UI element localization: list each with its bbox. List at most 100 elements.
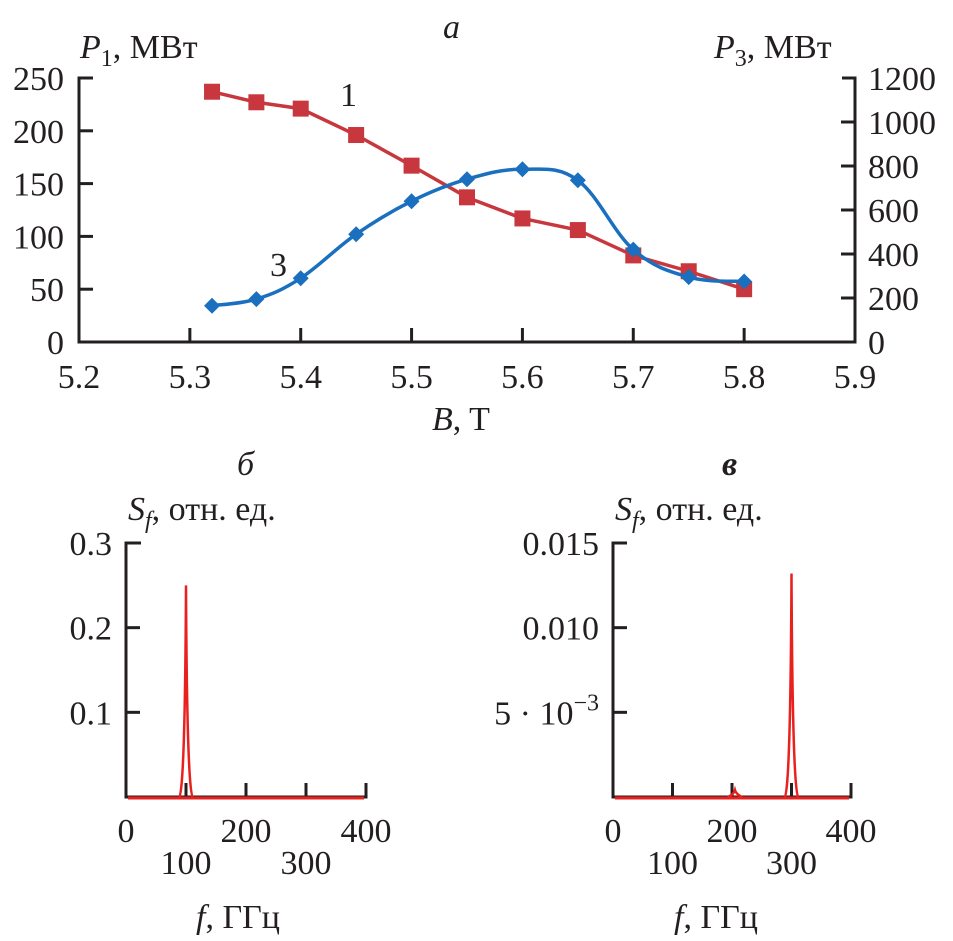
y-axis-right-label-var: P — [713, 29, 735, 66]
y-axis-label-b-sub: f — [145, 508, 155, 534]
panel-label-a: a — [443, 9, 460, 46]
x-tick-label-a: 5.7 — [612, 359, 655, 396]
y-left-tick-label-a: 0 — [47, 325, 64, 362]
series-3 — [204, 161, 753, 314]
y-axis-right-label-sub: 3 — [735, 46, 747, 72]
y-right-tick-label-a: 200 — [868, 281, 919, 318]
y-left-tick-label-a: 250 — [13, 61, 64, 98]
y-axis-label-c-sub: f — [632, 508, 642, 534]
y-right-tick-label-a: 800 — [868, 149, 919, 186]
marker-diamond — [680, 269, 697, 286]
marker-diamond — [204, 297, 221, 314]
y-axis-left-label: P1, МВт — [79, 29, 198, 72]
ticks-b — [126, 626, 368, 797]
x-tick-label-a: 5.9 — [834, 359, 877, 396]
x-tick-label-b: 100 — [161, 845, 212, 882]
y-tick-label-exp: −3 — [573, 690, 599, 716]
marker-diamond — [403, 193, 420, 210]
x-tick-label-b: 400 — [341, 813, 392, 850]
marker-square — [248, 94, 265, 111]
y-left-tick-label-a: 100 — [13, 219, 64, 256]
ticks-a — [79, 120, 855, 342]
y-left-tick-label-a: 150 — [13, 167, 64, 204]
x-tick-label-b: 300 — [281, 845, 332, 882]
x-tick-label-a: 5.8 — [723, 359, 766, 396]
marker-diamond — [625, 241, 642, 258]
y-tick-label-c: 5 · 10−3 — [494, 690, 599, 732]
y-right-tick-label-a: 0 — [868, 325, 885, 362]
marker-diamond — [569, 172, 586, 189]
marker-square — [403, 157, 420, 174]
panel-label-c: в — [722, 446, 737, 483]
y-axis-label-c: Sf, отн. ед. — [615, 491, 763, 534]
y-axis-left-label-unit: , МВт — [113, 29, 198, 66]
spectrum-c — [615, 573, 849, 800]
panel-label-b: б — [237, 446, 256, 483]
y-axis-label-c-unit: , отн. ед. — [639, 491, 763, 528]
y-axis-right-label-unit: , МВт — [747, 29, 832, 66]
spectrum-peak — [783, 573, 800, 799]
series-label-1: 1 — [340, 77, 357, 114]
y-tick-label-base: 5 · 10 — [494, 695, 573, 732]
x-tick-label-c: 200 — [707, 813, 758, 850]
axes-frame-c — [611, 541, 853, 799]
x-tick-label-a: 5.6 — [501, 359, 544, 396]
x-axis-label-b-unit: , ГГц — [205, 899, 280, 936]
x-tick-label-b: 0 — [118, 813, 135, 850]
marker-diamond — [292, 270, 309, 287]
y-axis-label-b-var: S — [128, 491, 145, 528]
y-axis-label-c-var: S — [615, 491, 632, 528]
y-tick-label-b: 0.2 — [70, 611, 113, 648]
x-axis-label-a: B, T — [432, 401, 490, 438]
x-tick-label-c: 0 — [605, 813, 622, 850]
series-b — [128, 585, 364, 800]
marker-diamond — [459, 171, 475, 188]
marker-diamond — [736, 273, 753, 290]
axes-frame-b — [124, 541, 368, 799]
x-tick-label-a: 5.3 — [169, 359, 212, 396]
y-left-tick-label-a: 50 — [30, 272, 64, 309]
marker-square — [459, 189, 475, 206]
series-line-3 — [211, 167, 745, 308]
tick-labels-a: 5.2 5.3 5.4 5.5 5.6 5.7 5.8 5.90501001502002500… — [13, 61, 936, 396]
x-tick-label-a: 5.4 — [279, 359, 322, 396]
spectrum-peak — [177, 585, 195, 799]
y-tick-label-c: 0.010 — [523, 611, 600, 648]
marker-square — [569, 222, 586, 239]
spectrum-b — [128, 585, 364, 800]
y-right-tick-label-a: 600 — [868, 193, 919, 230]
series-line-1 — [211, 90, 745, 291]
y-left-tick-label-a: 200 — [13, 114, 64, 151]
y-tick-label-b: 0.1 — [70, 695, 113, 732]
y-tick-label-c: 0.015 — [523, 526, 600, 563]
x-tick-label-b: 200 — [221, 813, 272, 850]
x-axis-label-c-unit: , ГГц — [683, 899, 758, 936]
series-c — [615, 573, 849, 800]
ticks-c — [613, 626, 853, 797]
marker-diamond — [514, 161, 531, 178]
y-right-tick-label-a: 400 — [868, 237, 919, 274]
x-tick-label-c: 400 — [826, 813, 877, 850]
x-axis-label-b: f, ГГц — [196, 899, 280, 936]
x-tick-label-a: 5.5 — [390, 359, 433, 396]
y-axis-label-b-unit: , отн. ед. — [152, 491, 276, 528]
y-tick-label-b: 0.3 — [70, 526, 113, 563]
x-axis-label-c: f, ГГц — [674, 899, 758, 936]
y-right-tick-label-a: 1200 — [868, 61, 936, 98]
marker-square — [204, 83, 221, 100]
series-label-3: 3 — [270, 247, 287, 284]
x-tick-label-c: 100 — [647, 845, 698, 882]
y-axis-left-label-sub: 1 — [101, 46, 113, 72]
x-axis-label-a-var: B — [432, 401, 453, 438]
y-right-tick-label-a: 1000 — [868, 105, 936, 142]
marker-square — [348, 127, 365, 144]
marker-square — [514, 210, 531, 227]
y-axis-label-b: Sf, отн. ед. — [128, 491, 276, 534]
x-tick-label-a: 5.2 — [58, 359, 101, 396]
marker-square — [292, 100, 309, 117]
